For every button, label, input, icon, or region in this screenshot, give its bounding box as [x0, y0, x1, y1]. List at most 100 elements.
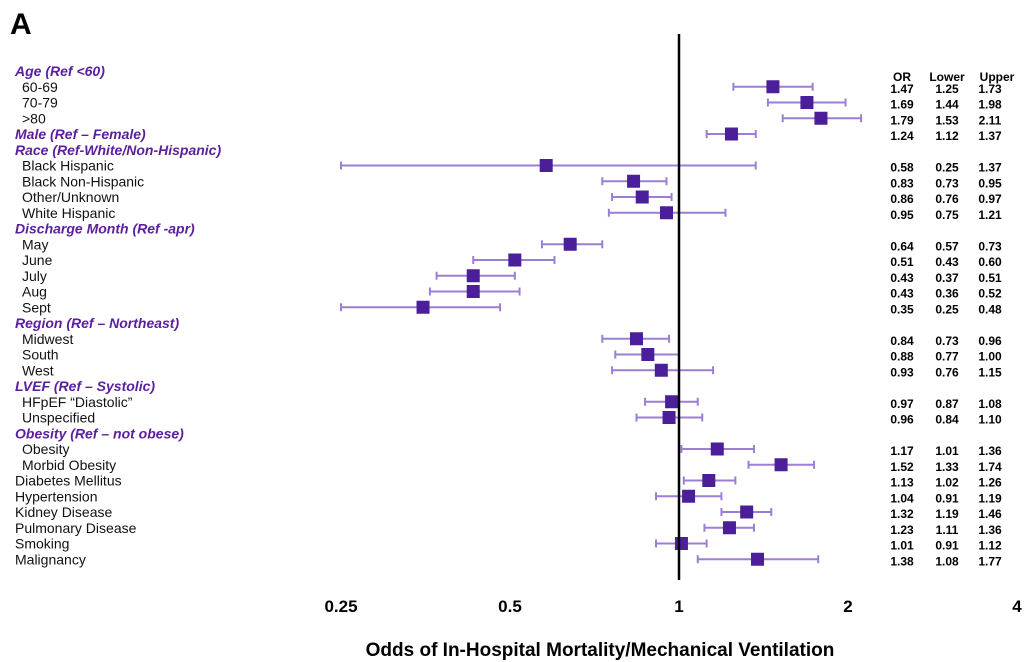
or-value: 0.97 — [890, 397, 914, 411]
or-value: 1.47 — [890, 82, 914, 96]
upper-value: 1.37 — [978, 161, 1002, 175]
upper-value: 1.00 — [978, 350, 1002, 364]
or-value: 0.88 — [890, 350, 914, 364]
upper-value: 1.77 — [978, 554, 1002, 568]
lower-value: 0.25 — [935, 161, 959, 175]
or-value: 1.24 — [890, 129, 914, 143]
lower-value: 0.36 — [935, 287, 959, 301]
row-label: Unspecified — [22, 410, 95, 426]
or-marker — [629, 332, 643, 346]
row-label: South — [22, 347, 59, 363]
upper-value: 1.46 — [978, 507, 1002, 521]
or-value: 1.04 — [890, 491, 914, 505]
group-label: Age (Ref <60) — [14, 63, 105, 79]
lower-value: 0.43 — [935, 255, 959, 269]
row-label: Kidney Disease — [15, 504, 112, 520]
or-marker — [766, 80, 780, 94]
row-label: Aug — [22, 284, 47, 300]
upper-value: 1.10 — [978, 413, 1002, 427]
row-label: Morbid Obesity — [22, 457, 116, 473]
upper-value: 1.73 — [978, 82, 1002, 96]
lower-value: 1.11 — [936, 523, 959, 537]
or-value: 0.83 — [890, 176, 914, 190]
column-headers: OR Lower Upper — [893, 70, 1015, 84]
upper-value: 1.74 — [978, 460, 1002, 474]
panel-label: A — [10, 8, 32, 41]
or-marker — [682, 489, 696, 503]
lower-value: 0.87 — [935, 397, 959, 411]
upper-value: 1.26 — [978, 476, 1002, 490]
lower-value: 0.76 — [935, 192, 959, 206]
or-marker — [627, 174, 641, 188]
or-value: 0.43 — [890, 271, 914, 285]
or-marker — [416, 300, 430, 314]
x-tick-label: 1 — [674, 597, 683, 616]
or-marker — [751, 552, 765, 566]
group-label: LVEF (Ref – Systolic) — [15, 378, 155, 394]
upper-value: 0.48 — [978, 302, 1002, 316]
or-value: 1.17 — [890, 444, 914, 458]
row-label: Midwest — [22, 331, 73, 347]
lower-value: 0.91 — [935, 491, 959, 505]
or-marker — [665, 395, 679, 409]
or-value: 0.86 — [890, 192, 914, 206]
row-label: Obesity — [22, 441, 69, 457]
or-marker — [659, 206, 673, 220]
or-table: 1.47 1.25 1.73 1.69 1.44 1.98 1.79 1.53 2.11 1.24… — [890, 82, 1002, 569]
row-label: Diabetes Mellitus — [15, 473, 122, 489]
row-label: 60-69 — [22, 79, 58, 95]
or-marker — [814, 111, 828, 125]
or-value: 1.79 — [890, 113, 914, 127]
or-marker — [508, 253, 522, 267]
lower-value: 0.91 — [935, 539, 959, 553]
or-value: 0.43 — [890, 287, 914, 301]
or-marker — [724, 127, 738, 141]
lower-value: 0.73 — [935, 176, 959, 190]
or-marker — [710, 442, 724, 456]
lower-value: 0.75 — [935, 208, 959, 222]
x-axis-title: Odds of In-Hospital Mortality/Mechanical… — [366, 640, 835, 661]
x-tick-label: 0.5 — [498, 597, 522, 616]
plot-area — [340, 80, 863, 566]
or-value: 0.35 — [890, 302, 914, 316]
upper-value: 1.36 — [978, 523, 1002, 537]
row-label: White Hispanic — [22, 205, 115, 221]
row-label: Sept — [22, 299, 51, 315]
or-marker — [722, 521, 736, 535]
row-label: Smoking — [15, 536, 69, 552]
lower-value: 1.02 — [935, 476, 959, 490]
row-label: Hypertension — [15, 488, 98, 504]
or-value: 0.95 — [890, 208, 914, 222]
or-value: 1.38 — [890, 554, 914, 568]
group-label: Obesity (Ref – not obese) — [15, 425, 184, 441]
or-marker — [563, 237, 577, 251]
row-label: West — [22, 362, 54, 378]
or-value: 0.64 — [890, 239, 914, 253]
or-marker — [774, 458, 788, 472]
or-value: 0.84 — [890, 334, 914, 348]
column-header-upper: Upper — [980, 70, 1015, 84]
row-label: Black Hispanic — [22, 158, 114, 174]
or-marker — [662, 411, 676, 424]
upper-value: 1.98 — [978, 98, 1002, 112]
or-value: 1.13 — [890, 476, 914, 490]
or-marker — [466, 269, 480, 283]
lower-value: 1.25 — [935, 82, 959, 96]
group-label: Race (Ref-White/Non-Hispanic) — [15, 142, 221, 158]
lower-value: 1.53 — [935, 113, 959, 127]
lower-value: 1.08 — [935, 554, 959, 568]
upper-value: 1.21 — [978, 208, 1002, 222]
or-value: 1.01 — [890, 539, 914, 553]
or-marker — [539, 159, 553, 172]
column-header-lower: Lower — [929, 70, 965, 84]
upper-value: 1.08 — [978, 397, 1002, 411]
lower-value: 0.57 — [935, 239, 959, 253]
or-value: 1.32 — [890, 507, 914, 521]
lower-value: 1.12 — [935, 129, 959, 143]
row-label: Other/Unknown — [22, 189, 119, 205]
upper-value: 0.52 — [978, 287, 1002, 301]
upper-value: 1.37 — [978, 129, 1002, 143]
or-value: 0.96 — [890, 413, 914, 427]
x-tick-label: 2 — [843, 597, 852, 616]
lower-value: 0.76 — [935, 365, 959, 379]
